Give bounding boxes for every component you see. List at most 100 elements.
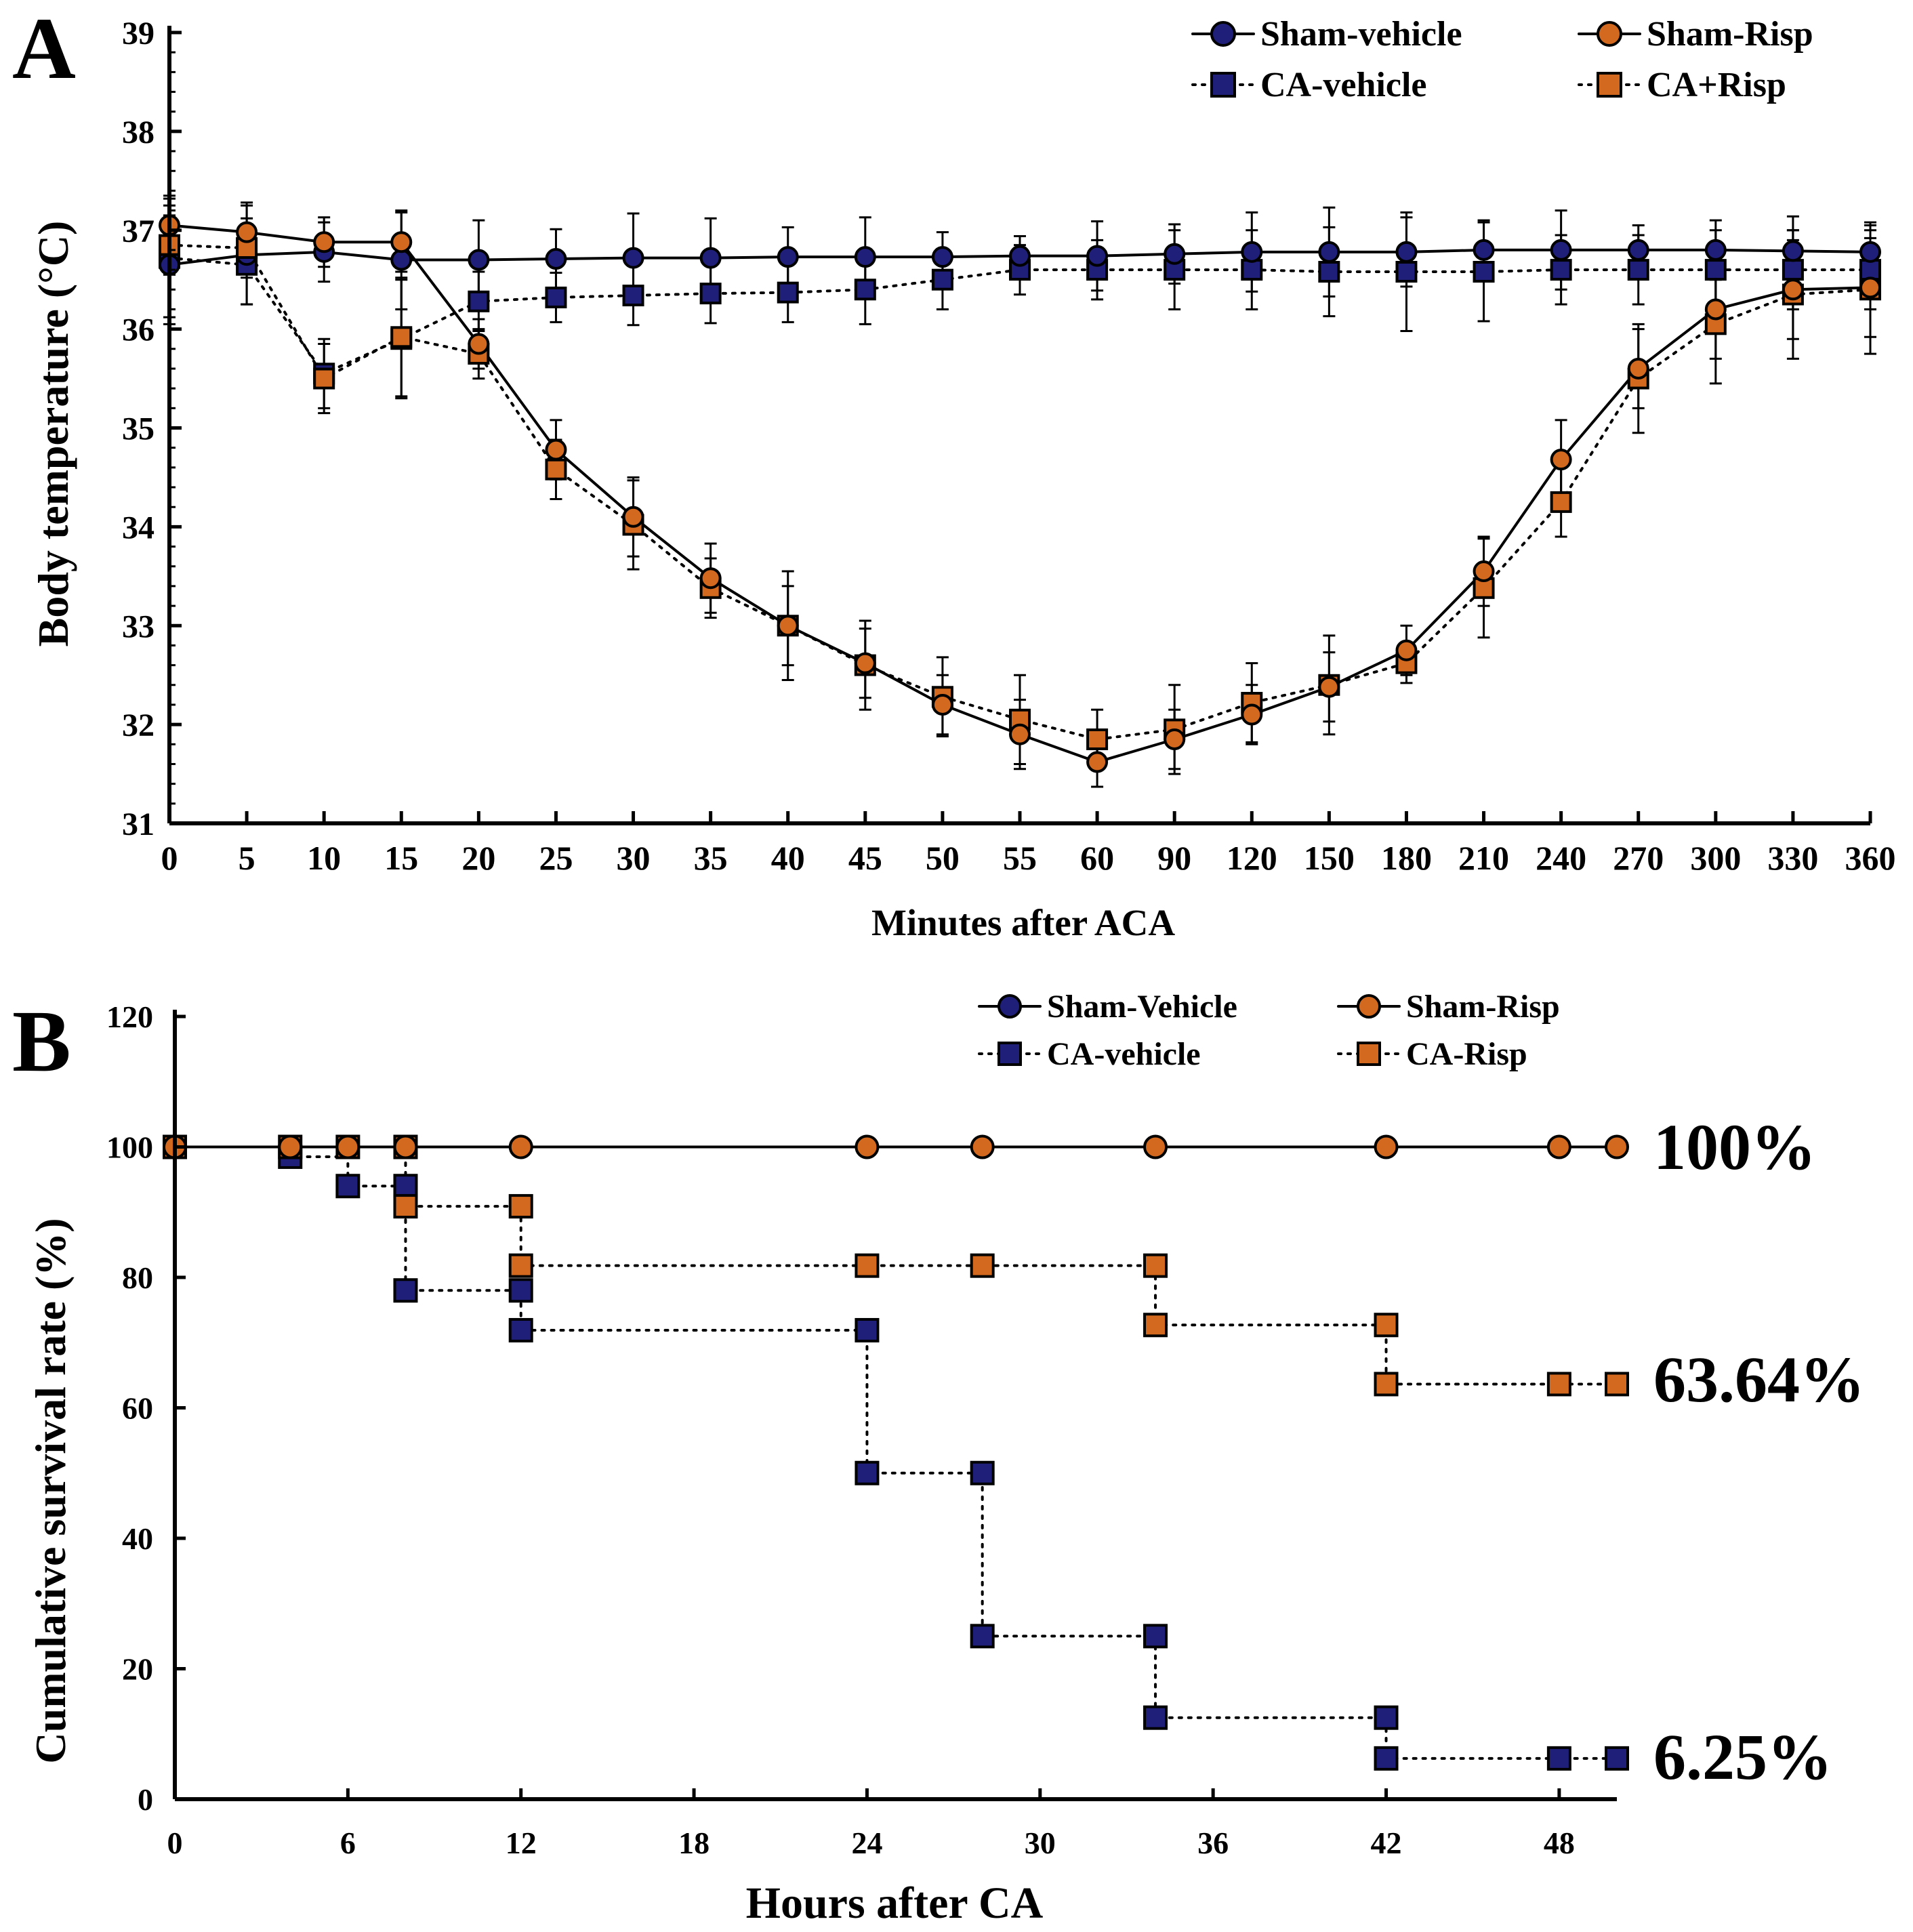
x-tick-label: 55 [1003, 839, 1037, 877]
legend-label-ca-risp: CA+Risp [1647, 66, 1786, 104]
point-sham-vehicle [1859, 241, 1881, 263]
point-ca-vehicle [1241, 259, 1263, 281]
point-ca-vehicle [970, 1624, 995, 1649]
x-tick-label: 0 [167, 1826, 183, 1860]
point-ca-vehicle [1550, 259, 1572, 281]
point-sham-vehicle [1627, 239, 1649, 261]
point-sham-vehicle [1550, 239, 1572, 261]
point-ca-vehicle [622, 285, 644, 307]
point-ca-vehicle [1782, 259, 1804, 281]
y-tick-label: 0 [138, 1782, 153, 1817]
point-ca-risp [1605, 1372, 1629, 1397]
legend-marker-sham-vehicle [1210, 21, 1236, 47]
x-tick-label: 60 [1080, 839, 1114, 877]
point-sham-risp [1605, 1134, 1629, 1159]
point-ca-vehicle [931, 268, 953, 291]
point-sham-vehicle [545, 248, 567, 270]
x-tick-label: 50 [926, 839, 960, 877]
point-sham-risp [390, 231, 413, 253]
panel-a-legend: Sham-vehicle Sham-Risp CA-vehicle CA+Risp [1191, 15, 1813, 104]
point-sham-vehicle [390, 249, 413, 271]
point-sham-risp [278, 1134, 303, 1159]
series-line-ca-risp [168, 243, 1872, 741]
annotation-63-percent: 63.64% [1653, 1343, 1865, 1416]
x-tick-label: 10 [307, 839, 341, 877]
point-sham-risp [1009, 723, 1031, 745]
legend-label-ca-risp: CA-Risp [1406, 1036, 1527, 1072]
panel-b-x-axis-title: Hours after CA [746, 1878, 1044, 1928]
point-sham-risp [1546, 1134, 1571, 1159]
legend-label-sham-risp: Sham-Risp [1647, 15, 1813, 54]
legend-marker-sham-vehicle [997, 994, 1022, 1019]
x-tick-label: 12 [506, 1826, 537, 1860]
panel-b-markers [163, 1134, 1629, 1771]
x-tick-label: 45 [848, 839, 882, 877]
point-ca-vehicle [468, 290, 490, 312]
point-ca-vehicle [854, 279, 876, 301]
point-sham-risp [970, 1134, 995, 1159]
point-sham-risp [1473, 560, 1495, 583]
legend-label-sham-risp: Sham-Risp [1406, 989, 1560, 1025]
panel-a-axes: 31 32 33 34 35 36 37 38 39 0 5 10 15 20 25 30 35 40 45 50 55… [122, 16, 1896, 877]
legend-marker-sham-risp [1597, 21, 1622, 47]
point-ca-risp [545, 458, 567, 480]
point-ca-vehicle [1318, 261, 1340, 283]
panel-b-axes: 0 20 40 60 80 100 120 0 6 12 18 24 30 36 42 48 [106, 1000, 1617, 1860]
point-sham-vehicle [699, 247, 722, 269]
point-ca-risp [1086, 728, 1109, 751]
point-sham-vehicle [1086, 245, 1109, 267]
x-tick-label: 5 [239, 839, 255, 877]
y-tick-label: 32 [122, 707, 155, 743]
x-tick-label: 20 [461, 839, 495, 877]
x-tick-label: 48 [1544, 1826, 1575, 1860]
x-tick-label: 150 [1304, 839, 1355, 877]
y-tick-label: 120 [106, 1000, 153, 1034]
point-ca-risp [1143, 1253, 1168, 1278]
series-line-ca-vehicle [168, 256, 1872, 375]
point-ca-vehicle [699, 283, 722, 305]
point-ca-vehicle [335, 1174, 361, 1199]
x-tick-label: 30 [1025, 1826, 1056, 1860]
x-tick-label: 360 [1845, 839, 1896, 877]
y-tick-label: 40 [122, 1521, 153, 1556]
point-ca-vehicle [508, 1317, 533, 1342]
point-sham-risp [1143, 1134, 1168, 1159]
legend-label-sham-vehicle: Sham-Vehicle [1047, 989, 1237, 1025]
x-tick-label: 120 [1227, 839, 1277, 877]
x-tick-label: 270 [1613, 839, 1664, 877]
y-tick-label: 33 [122, 609, 155, 644]
legend-marker-ca-risp [1357, 1042, 1381, 1066]
point-sham-risp [313, 231, 335, 253]
x-tick-label: 25 [539, 839, 573, 877]
point-ca-vehicle [1473, 261, 1495, 283]
y-tick-label: 39 [122, 16, 155, 52]
x-tick-label: 330 [1767, 839, 1818, 877]
point-ca-risp [1143, 1313, 1168, 1338]
point-ca-risp [393, 1194, 418, 1219]
point-sham-vehicle [854, 246, 876, 268]
point-ca-risp [855, 1253, 880, 1278]
panel-a: A Sham-vehicle Sham-Risp CA-vehicle CA+Risp… [12, 0, 1896, 943]
point-sham-risp [1627, 357, 1649, 379]
point-sham-risp [1782, 279, 1804, 301]
point-sham-risp [1704, 298, 1727, 321]
point-ca-vehicle [545, 286, 567, 308]
panel-a-y-axis-title: Body temperature (°C) [29, 221, 77, 647]
point-sham-risp [1241, 703, 1263, 726]
annotation-6-percent: 6.25% [1653, 1721, 1832, 1793]
y-tick-label: 35 [122, 411, 155, 447]
point-ca-vehicle [1605, 1746, 1629, 1771]
x-tick-label: 24 [851, 1826, 882, 1860]
x-tick-label: 35 [694, 839, 728, 877]
point-ca-vehicle [855, 1460, 880, 1485]
y-tick-label: 34 [122, 510, 155, 546]
point-sham-vehicle [1241, 241, 1263, 263]
legend-label-ca-vehicle: CA-vehicle [1047, 1036, 1201, 1072]
panel-a-x-axis-title: Minutes after ACA [871, 902, 1175, 943]
y-tick-label: 80 [122, 1260, 153, 1295]
point-ca-risp [1374, 1372, 1399, 1397]
panel-b: B Sham-Vehicle Sham-Risp CA-vehicle CA-Risp… [12, 989, 1865, 1928]
point-sham-vehicle [1009, 245, 1031, 267]
point-sham-vehicle [777, 246, 799, 268]
